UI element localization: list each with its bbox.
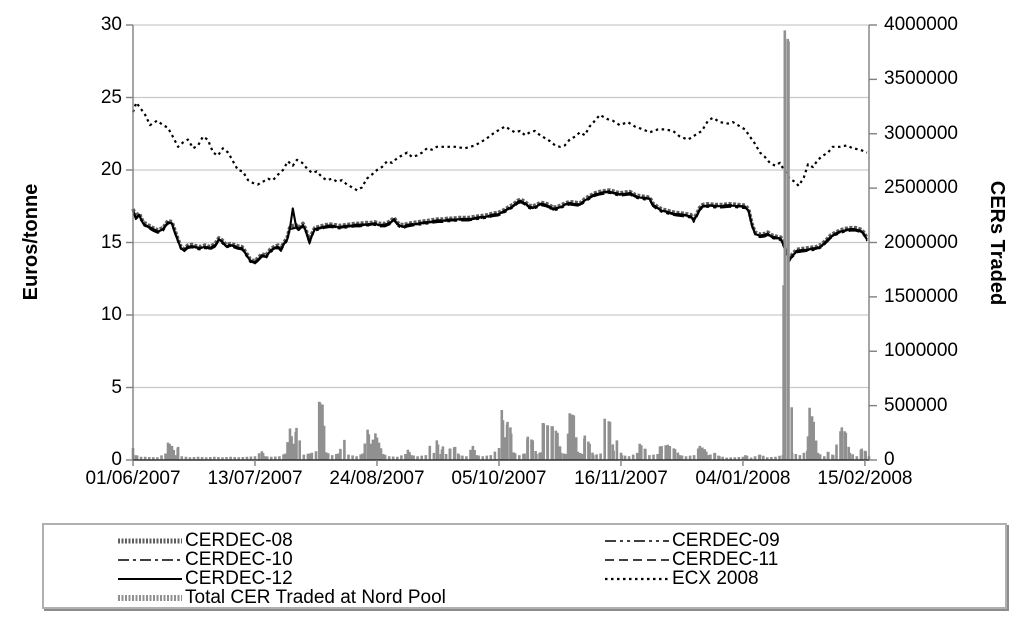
y-left-tick-label-15: 15 <box>100 231 122 253</box>
y-right-tick-label-2000000: 2000000 <box>884 231 958 253</box>
x-tick-label-4: 16/11/2007 <box>574 468 668 489</box>
legend-marker-cerdec-09-icon <box>605 539 669 542</box>
series-ecx-2008 <box>131 101 868 192</box>
y-left-tick-label-10: 10 <box>100 304 122 325</box>
x-tick-label-5: 04/01/2008 <box>695 468 791 489</box>
y-right-tick-label-500000: 500000 <box>884 394 948 416</box>
legend-label-ecx-2008: ECX 2008 <box>672 568 759 589</box>
chart-area: Euros/tonne CERs Traded 0 5 10 15 20 25 30 0 500… <box>20 14 1008 489</box>
y-left-tick-label-25: 25 <box>100 86 122 108</box>
legend-item-ecx-2008: ECX 2008 <box>605 569 780 588</box>
legend-marker-cerdec-11-icon <box>605 558 669 561</box>
legend-marker-cerdec-10-icon <box>118 558 182 561</box>
series-total-cer-traded-at-nord-pool <box>131 30 871 460</box>
legend: CERDEC-08 CERDEC-10 CERDEC-12 Total CER Tra… <box>42 523 1007 609</box>
x-tick-label-6: 15/02/2008 <box>817 468 913 489</box>
legend-label-cerdec-08: CERDEC-08 <box>185 530 293 551</box>
legend-item-cerdec-12: CERDEC-12 <box>118 569 446 588</box>
series-cerdec-09 <box>132 192 868 266</box>
y-right-tick-label-1000000: 1000000 <box>884 340 958 362</box>
y-left-tick-label-30: 30 <box>100 14 122 35</box>
legend-label-total-cer-traded-at-nord-pool: Total CER Traded at Nord Pool <box>185 587 446 608</box>
legend-marker-cerdec-12-icon <box>118 577 182 580</box>
y-right-tick-label-3500000: 3500000 <box>884 68 958 90</box>
gridlines <box>133 24 869 389</box>
legend-marker-cerdec-08-icon <box>118 538 182 543</box>
y-left-tick-label-20: 20 <box>100 159 122 180</box>
series-cerdec-10 <box>132 191 868 265</box>
legend-label-cerdec-11: CERDEC-11 <box>672 549 779 570</box>
axes <box>126 24 877 466</box>
y-right-tick-label-3000000: 3000000 <box>884 122 958 144</box>
y-left-tick-label-0: 0 <box>111 449 122 470</box>
legend-label-cerdec-09: CERDEC-09 <box>672 530 780 551</box>
x-tick-label-0: 01/06/2007 <box>85 468 181 489</box>
x-tick-label-3: 05/10/2007 <box>451 468 547 489</box>
y-right-tick-label-0: 0 <box>884 449 895 470</box>
legend-marker-total-cer-traded-at-nord-pool-icon <box>118 594 182 601</box>
y-right-tick-label-1500000: 1500000 <box>884 285 958 307</box>
chart-svg <box>126 24 877 466</box>
y-right-tick-label-4000000: 4000000 <box>884 14 958 35</box>
legend-label-cerdec-12: CERDEC-12 <box>185 568 293 589</box>
legend-column-1: CERDEC-08 CERDEC-10 CERDEC-12 Total CER Tra… <box>118 531 446 607</box>
legend-item-cerdec-09: CERDEC-09 <box>605 531 780 550</box>
legend-item-cerdec-10: CERDEC-10 <box>118 550 446 569</box>
legend-item-cerdec-11: CERDEC-11 <box>605 550 780 569</box>
left-axis-title: Euros/tonne <box>20 183 42 301</box>
series-cerdec-12 <box>132 190 868 264</box>
y-left-tick-label-5: 5 <box>111 376 122 398</box>
legend-item-total-cer-traded-at-nord-pool: Total CER Traded at Nord Pool <box>118 588 446 607</box>
legend-label-cerdec-10: CERDEC-10 <box>185 549 293 570</box>
legend-column-2: CERDEC-09 CERDEC-11 ECX 2008 <box>605 531 780 588</box>
legend-item-cerdec-08: CERDEC-08 <box>118 531 446 550</box>
x-tick-label-1: 13/07/2007 <box>207 468 303 489</box>
legend-marker-ecx-2008-icon <box>605 577 669 580</box>
y-right-tick-label-2500000: 2500000 <box>884 177 958 199</box>
x-tick-label-2: 24/08/2007 <box>329 468 425 489</box>
